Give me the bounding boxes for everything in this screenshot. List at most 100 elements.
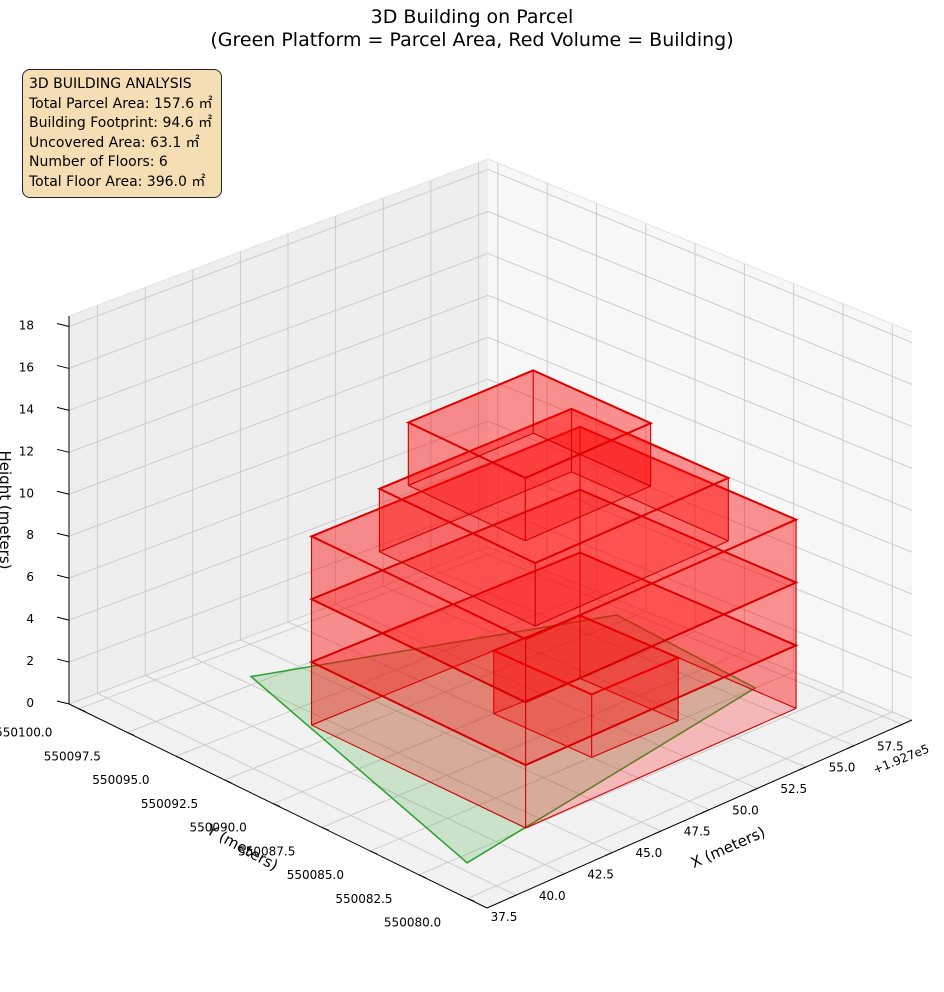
grid-line-z-right-wall [487, 546, 913, 721]
building-edge [311, 598, 526, 703]
z-tick-mark [56, 532, 70, 537]
building-face [311, 489, 797, 703]
grid-line-y-floor [175, 590, 597, 757]
grid-line-x-floor [478, 550, 903, 725]
grid-line-z-right-wall [487, 294, 913, 469]
grid-line-z-right-wall [487, 336, 913, 511]
y-tick-label: 550092.5 [141, 797, 198, 811]
x-tick-label: 47.5 [684, 825, 711, 839]
z-tick-mark [56, 406, 70, 411]
building-face [311, 552, 580, 726]
info-line-uncovered-area: Uncovered Area: 63.1 ㎡ [29, 134, 200, 151]
parcel-platform [249, 614, 757, 864]
building-edge [525, 582, 797, 703]
grid-line-z-right-wall [487, 252, 913, 427]
z-tick-label: 0 [26, 696, 34, 710]
z-tick-label: 6 [26, 570, 34, 584]
building-face [525, 423, 651, 541]
z-tick-label: 16 [19, 360, 34, 374]
x-tick-label: 50.0 [732, 803, 759, 817]
plot-data [249, 369, 799, 864]
grid-line-x-floor [335, 603, 758, 789]
grid-line-z-left-wall [68, 336, 489, 495]
building-top-outline [376, 407, 731, 565]
grid-line-z-right-wall [487, 504, 913, 679]
building-face [535, 478, 729, 626]
x-tick-label: 57.5 [877, 739, 904, 753]
grid-line-z-right-wall [487, 462, 913, 637]
building-edge [493, 713, 592, 758]
building-edge [311, 615, 581, 726]
pane-edge-top-right [487, 158, 913, 333]
y-tick-mark [321, 826, 329, 831]
grid-line-x-floor [144, 675, 565, 875]
x-tick-mark [605, 851, 613, 856]
building-edge [571, 471, 729, 542]
y-tick-label: 550090.0 [190, 821, 247, 835]
building-face [379, 488, 536, 626]
grid-line-z-left-wall [68, 378, 489, 537]
analysis-info-box: 3D BUILDING ANALYSIS Total Parcel Area: … [22, 69, 222, 198]
building-edge [379, 471, 572, 553]
grid-line-y-floor [224, 610, 646, 781]
building-edge [408, 484, 526, 542]
building-face [493, 650, 592, 758]
y-tick-label: 550080.0 [384, 916, 441, 930]
grid-line-z-right-wall [487, 420, 913, 595]
x-tick-mark [895, 723, 903, 728]
y-tick-label: 550082.5 [335, 892, 392, 906]
building-edge [579, 615, 797, 709]
building-edge [579, 677, 679, 722]
x-tick-label: 55.0 [829, 761, 856, 775]
grid-line-z-left-wall [68, 252, 489, 411]
building-face [525, 645, 797, 828]
grid-line-z-left-wall [68, 169, 489, 327]
grid-line-x-floor [97, 692, 517, 896]
y-tick-mark [370, 850, 378, 855]
building-edge [533, 432, 651, 487]
grid-line-z-right-wall [487, 211, 913, 385]
x-tick-label: 45.0 [636, 846, 663, 860]
grid-line-x-floor [383, 585, 806, 768]
y-tick-mark [175, 755, 184, 760]
building-face [311, 552, 797, 766]
floor-pane [69, 547, 912, 908]
building-floor-4 [309, 425, 799, 703]
grid-line-z-left-wall [68, 462, 489, 621]
y-tick-label: 550087.5 [238, 844, 295, 858]
y-tick-mark [272, 803, 281, 808]
z-tick-mark [56, 323, 70, 327]
info-line-heading: 3D BUILDING ANALYSIS [29, 76, 192, 92]
building-face [580, 615, 679, 721]
grid-line-z-left-wall [68, 420, 489, 579]
info-line-floor-area: Total Floor Area: 396.0 ㎡ [29, 173, 206, 190]
x-tick-mark [798, 766, 806, 771]
z-tick-label: 18 [19, 318, 34, 332]
y-tick-label: 550100.0 [0, 726, 52, 740]
building-edge [525, 707, 797, 829]
building-edge [311, 724, 526, 829]
building-face [408, 422, 526, 541]
x-tick-mark [750, 787, 758, 792]
building-edge [591, 720, 679, 758]
building-face [311, 426, 580, 600]
grid-line-y-floor [78, 550, 499, 710]
building-edge [311, 661, 526, 766]
building-face [379, 408, 572, 552]
z-tick-mark [56, 574, 70, 579]
y-tick-mark [78, 708, 86, 713]
x-tick-mark [846, 745, 855, 750]
x-tick-mark [701, 809, 710, 814]
building-face [493, 615, 580, 714]
grid-line-z-left-wall [68, 546, 489, 705]
grid-line-y-floor [272, 631, 696, 805]
z-tick-label: 12 [19, 444, 34, 458]
y-tick-mark [467, 898, 475, 902]
building-floor-1 [491, 614, 681, 758]
building-face [311, 489, 580, 663]
building-face [525, 519, 797, 703]
y-tick-label: 550097.5 [44, 749, 101, 763]
building-edge [311, 489, 581, 600]
building-face [533, 370, 651, 487]
building-edge [579, 489, 797, 584]
